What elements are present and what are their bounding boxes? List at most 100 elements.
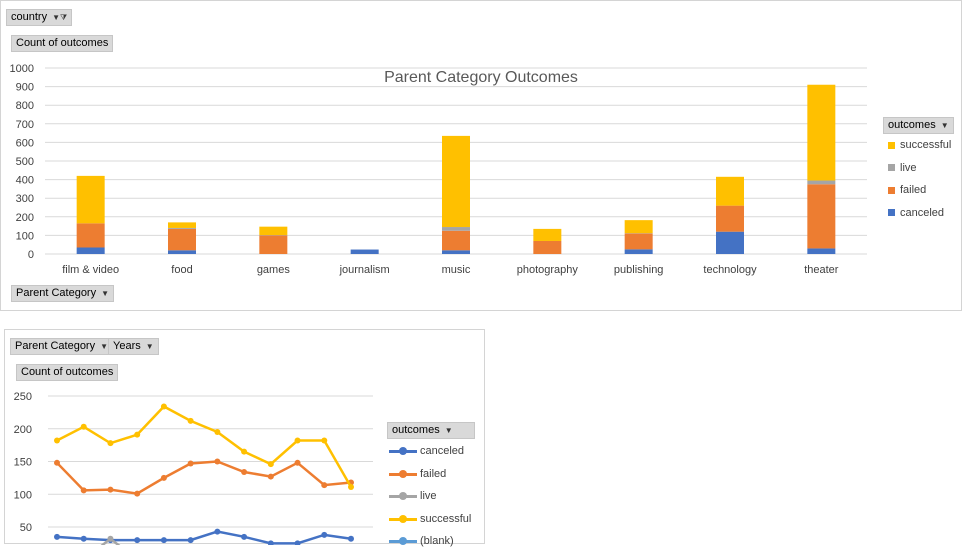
point-failed xyxy=(321,482,327,488)
legend-label: failed xyxy=(420,468,446,480)
yearly-outcomes-chart-panel: Parent Category▼ Years▼ Count of outcome… xyxy=(4,329,485,544)
point-successful xyxy=(188,418,194,424)
legend-label: successful xyxy=(420,513,471,525)
legend-label: live xyxy=(420,490,437,502)
bar-successful-games xyxy=(259,227,287,235)
point-failed xyxy=(81,487,87,493)
chart-title: Parent Category Outcomes xyxy=(384,69,578,86)
bar-successful-publishing xyxy=(625,220,653,233)
point-failed xyxy=(268,474,274,480)
point-failed xyxy=(188,460,194,466)
bar-failed-publishing xyxy=(625,234,653,250)
legend-item-live: live xyxy=(888,157,951,180)
x-tick-label: technology xyxy=(703,264,757,276)
legend-item-canceled: canceled xyxy=(888,202,951,225)
y-tick-label: 800 xyxy=(16,100,34,112)
point-canceled xyxy=(161,537,167,543)
point-canceled xyxy=(54,534,60,540)
point-successful xyxy=(241,449,247,455)
y-tick-label: 900 xyxy=(16,82,34,94)
bar-failed-photography xyxy=(533,241,561,254)
point-canceled xyxy=(188,537,194,543)
x-tick-label: music xyxy=(442,264,471,276)
legend-item-failed: failed xyxy=(888,179,951,202)
y-tick-label: 400 xyxy=(16,175,34,187)
y-tick-label: 100 xyxy=(14,489,32,501)
outcomes-legend-button[interactable]: outcomes▼ xyxy=(883,117,954,134)
legend-label: successful xyxy=(900,139,951,151)
y-tick-label: 600 xyxy=(16,137,34,149)
legend-item-live: live xyxy=(389,485,471,508)
y-tick-label: 200 xyxy=(14,424,32,436)
outcomes-legend-label: outcomes xyxy=(392,424,440,436)
bar-successful-music xyxy=(442,136,470,227)
legend-label: (blank) xyxy=(420,535,454,547)
point-successful xyxy=(54,438,60,444)
point-failed xyxy=(214,459,220,465)
legend-label: canceled xyxy=(420,445,464,457)
x-tick-label: games xyxy=(257,264,291,276)
legend-line-marker xyxy=(389,536,417,546)
stacked-bar-chart: Parent Category Outcomes 010020030040050… xyxy=(1,1,962,312)
point-canceled xyxy=(348,536,354,542)
bar-canceled-music xyxy=(442,250,470,254)
bar-canceled-publishing xyxy=(625,249,653,254)
y-tick-label: 1000 xyxy=(10,63,34,75)
bar-failed-theater xyxy=(807,184,835,248)
bar-live-music xyxy=(442,227,470,231)
point-successful xyxy=(134,432,140,438)
bar-failed-technology xyxy=(716,206,744,232)
x-tick-label: theater xyxy=(804,264,839,276)
parent-category-axis-button[interactable]: Parent Category▼ xyxy=(11,285,114,302)
legend-item-blank: (blank) xyxy=(389,530,471,553)
point-live xyxy=(107,536,113,542)
chevron-down-icon: ▼ xyxy=(941,121,949,130)
point-failed xyxy=(107,487,113,493)
bar-canceled-theater xyxy=(807,248,835,254)
bar-live-food xyxy=(168,228,196,229)
legend-label: canceled xyxy=(900,207,944,219)
legend-item-successful: successful xyxy=(389,508,471,531)
point-successful xyxy=(81,424,87,430)
bar-failed-film-video xyxy=(77,223,105,247)
point-successful xyxy=(161,403,167,409)
y-tick-label: 250 xyxy=(14,391,32,403)
bar-failed-music xyxy=(442,231,470,251)
point-successful xyxy=(348,484,354,490)
point-successful xyxy=(107,440,113,446)
legend-label: failed xyxy=(900,184,926,196)
y-tick-label: 0 xyxy=(28,249,34,261)
parent-category-label: Parent Category xyxy=(16,287,96,299)
bar-canceled-technology xyxy=(716,232,744,254)
top-legend: successful live failed canceled xyxy=(888,134,951,224)
outcomes-legend-button[interactable]: outcomes▼ xyxy=(387,422,475,439)
point-failed xyxy=(161,475,167,481)
x-tick-label: publishing xyxy=(614,264,664,276)
legend-line-marker xyxy=(389,514,417,524)
series-line-successful xyxy=(57,406,351,487)
bar-successful-theater xyxy=(807,85,835,181)
legend-line-marker xyxy=(389,491,417,501)
bar-canceled-food xyxy=(168,250,196,254)
y-tick-label: 150 xyxy=(14,457,32,469)
bottom-legend: canceled failed live successful (blank) xyxy=(389,440,471,553)
legend-swatch xyxy=(888,164,895,171)
bar-canceled-film-video xyxy=(77,247,105,254)
x-tick-label: food xyxy=(171,264,192,276)
y-tick-label: 300 xyxy=(16,193,34,205)
legend-item-canceled: canceled xyxy=(389,440,471,463)
x-tick-label: photography xyxy=(517,264,579,276)
point-canceled xyxy=(214,529,220,535)
bar-failed-games xyxy=(259,235,287,254)
x-tick-label: journalism xyxy=(339,264,390,276)
bar-successful-technology xyxy=(716,177,744,206)
bar-successful-film-video xyxy=(77,176,105,223)
point-successful xyxy=(268,461,274,467)
point-canceled xyxy=(134,537,140,543)
series-line-failed xyxy=(57,462,351,494)
legend-swatch xyxy=(888,142,895,149)
point-failed xyxy=(134,491,140,497)
point-successful xyxy=(321,438,327,444)
y-tick-label: 50 xyxy=(20,522,32,534)
point-failed xyxy=(241,469,247,475)
